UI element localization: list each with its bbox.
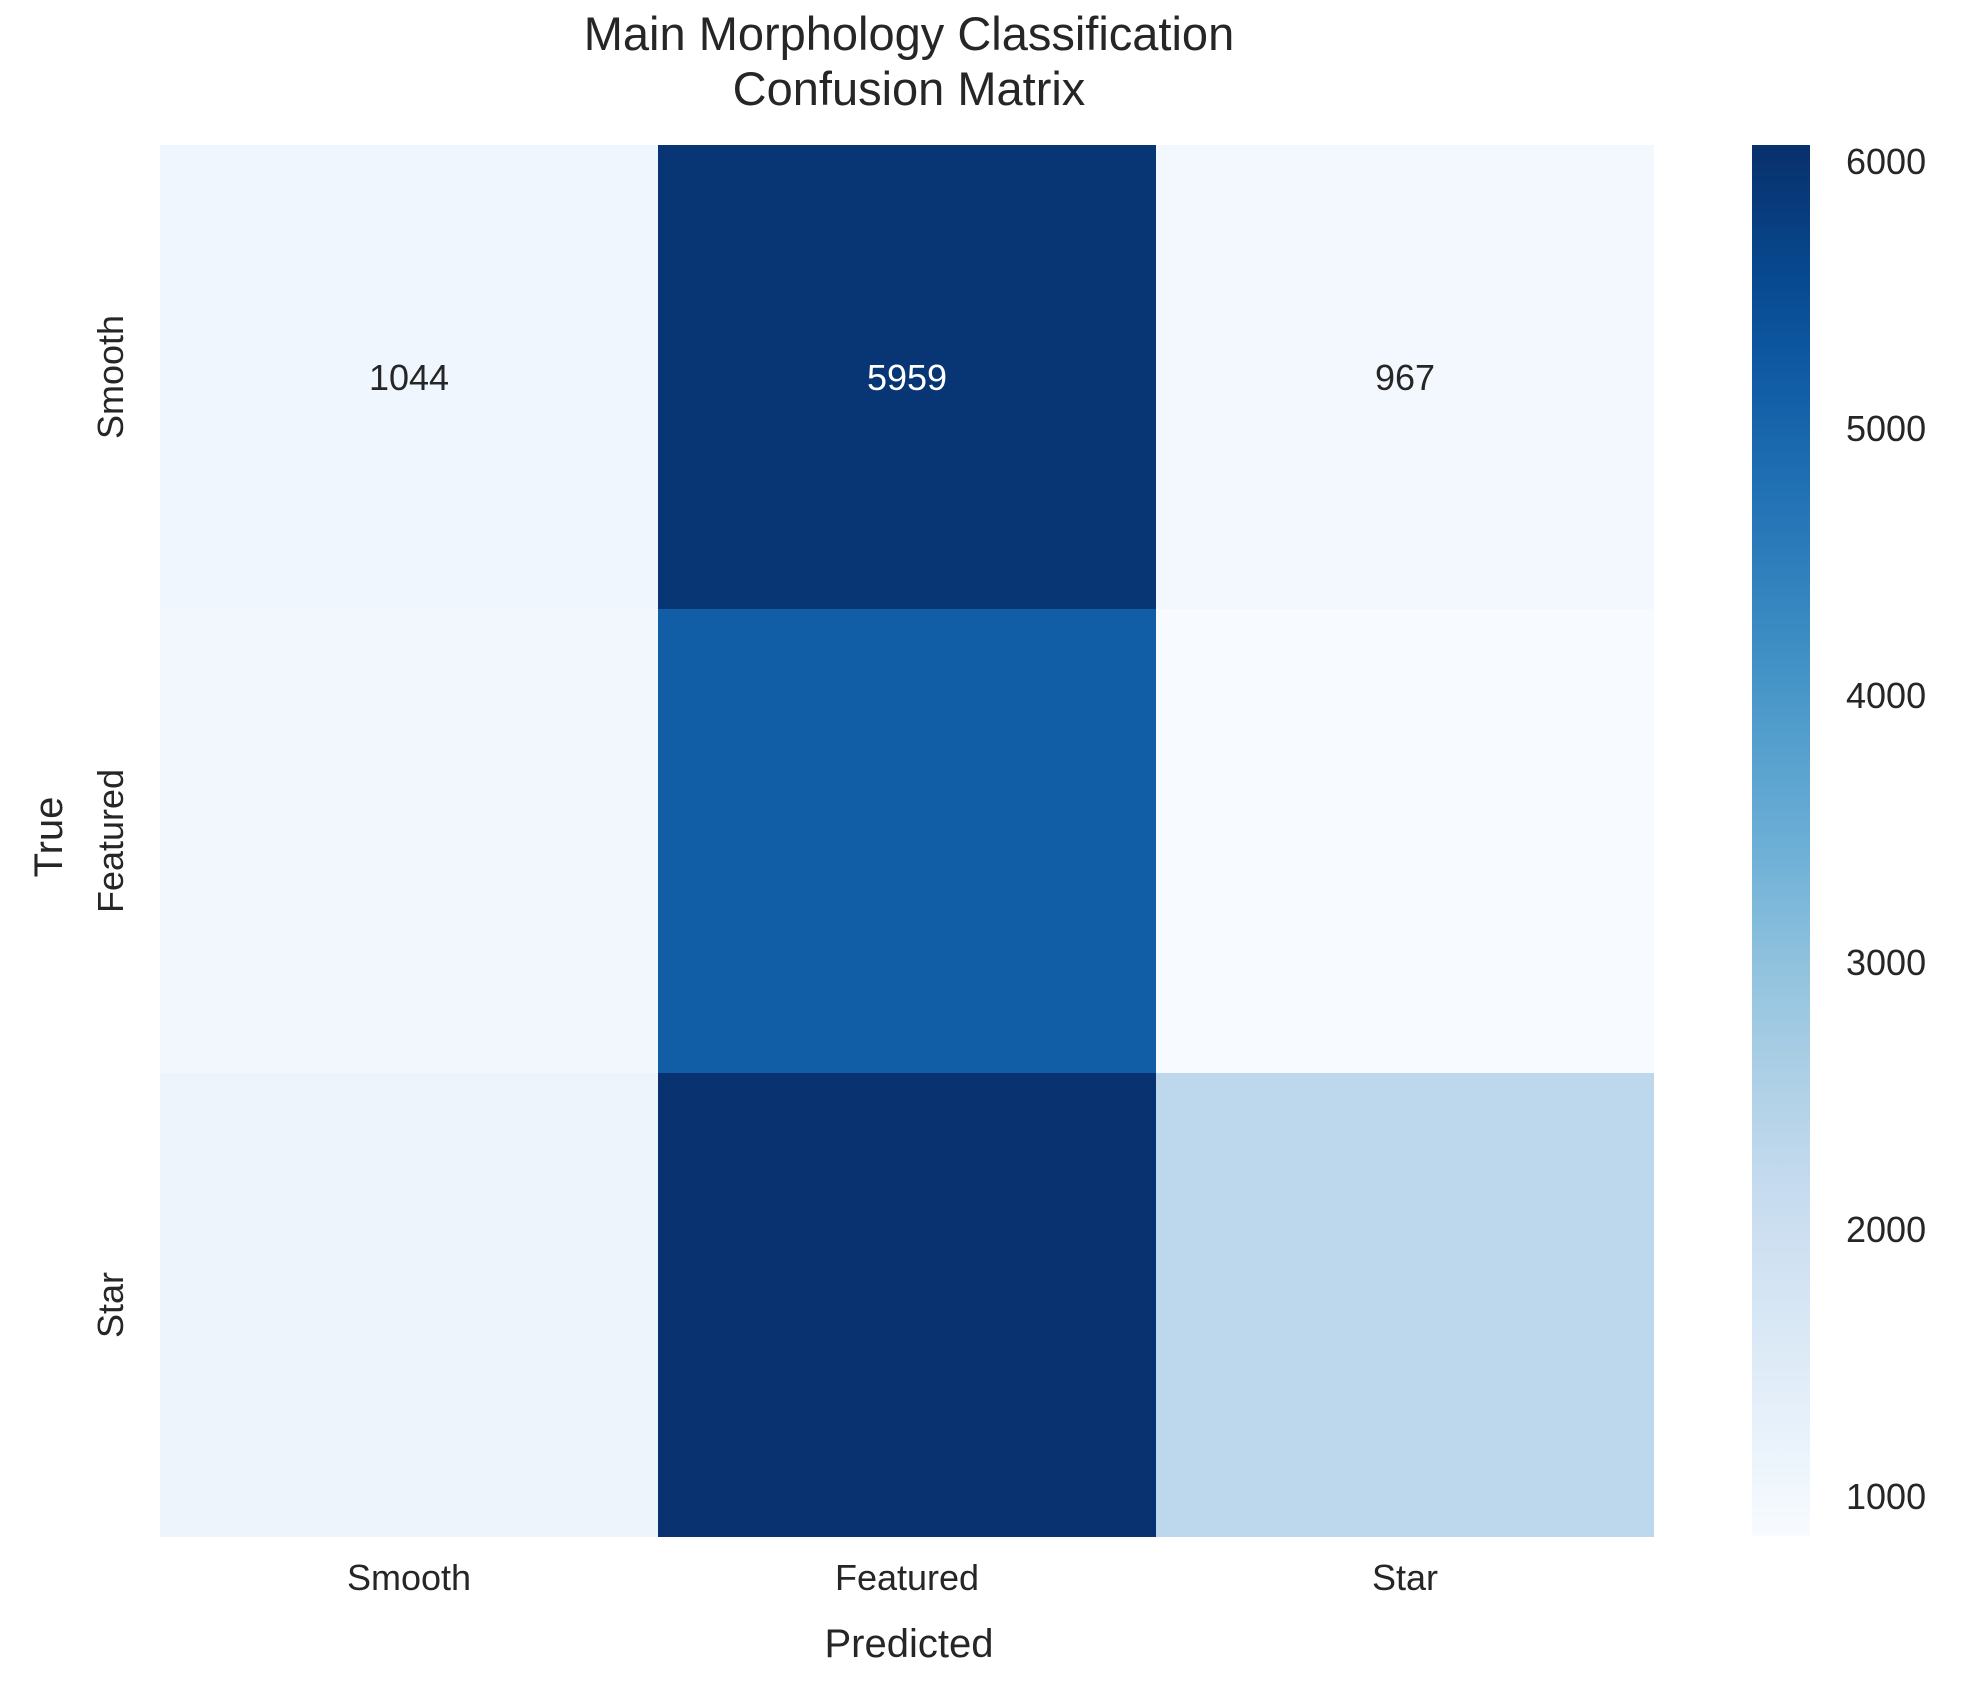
x-tick-label-featured: Featured — [835, 1557, 979, 1598]
y-tick-label-star: Star — [90, 1272, 131, 1338]
x-tick-label-star: Star — [1372, 1557, 1438, 1598]
cell-value-label-0-0: 1044 — [369, 357, 449, 398]
heatmap-cell-1-1 — [658, 609, 1156, 1073]
heatmap-cell-1-2 — [1156, 609, 1654, 1073]
heatmap-cell-1-0 — [160, 609, 658, 1073]
y-axis-ticks: Smooth Featured Star — [90, 315, 131, 1338]
heatmap-cell-0-0 — [160, 145, 658, 609]
colorbar-tick-label-1000: 1000 — [1846, 1476, 1926, 1517]
heatmap-cell-0-1 — [658, 145, 1156, 609]
colorbar-ticks: 1000 2000 3000 4000 5000 6000 — [1846, 141, 1926, 1517]
cell-value-label-0-2: 967 — [1375, 357, 1435, 398]
chart-title-line-2: Confusion Matrix — [733, 62, 1086, 115]
heatmap-cell-2-2 — [1156, 1073, 1654, 1537]
cell-value-label-0-1: 5959 — [867, 357, 947, 398]
heatmap-cell-2-0 — [160, 1073, 658, 1537]
colorbar-tick-label-4000: 4000 — [1846, 675, 1926, 716]
colorbar-tick-label-5000: 5000 — [1846, 408, 1926, 449]
heatmap-cell-2-1 — [658, 1073, 1156, 1537]
chart-title-line-1: Main Morphology Classification — [584, 7, 1234, 60]
colorbar-tick-label-2000: 2000 — [1846, 1209, 1926, 1250]
colorbar-tick-label-3000: 3000 — [1846, 942, 1926, 983]
heatmap-cell-0-2 — [1156, 145, 1654, 609]
heatmap-grid: 1044 5959 967 — [160, 145, 1654, 1537]
x-axis-label: Predicted — [825, 1622, 994, 1666]
y-axis-label: True — [27, 797, 71, 878]
x-axis-ticks: Smooth Featured Star — [347, 1557, 1438, 1598]
x-tick-label-smooth: Smooth — [347, 1557, 471, 1598]
colorbar — [1752, 145, 1810, 1536]
colorbar-tick-label-6000: 6000 — [1846, 141, 1926, 182]
y-tick-label-featured: Featured — [90, 769, 131, 913]
y-tick-label-smooth: Smooth — [90, 315, 131, 439]
